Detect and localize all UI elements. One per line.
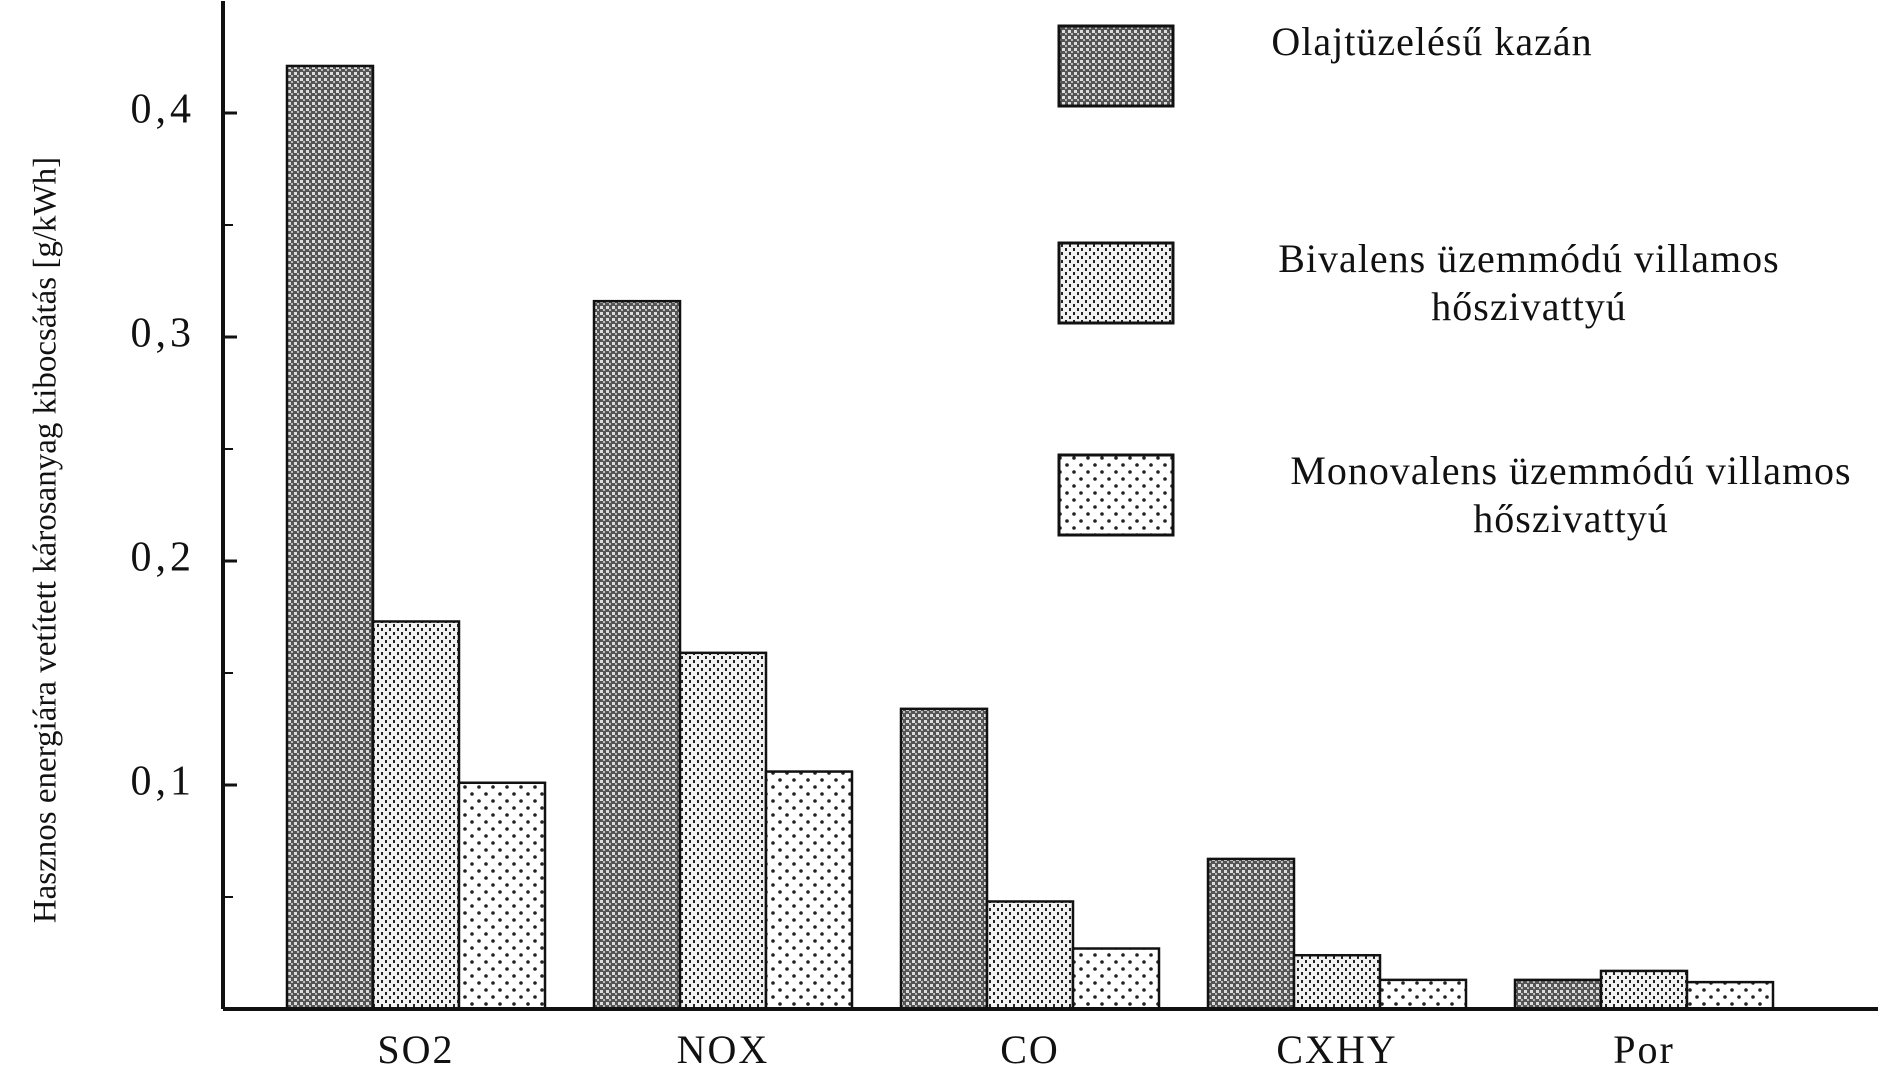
bar xyxy=(1206,857,1296,1011)
bar xyxy=(1599,969,1689,1011)
bar xyxy=(899,707,989,1011)
y-axis-label: Hasznos energiára vetített károsanyag ki… xyxy=(28,157,64,923)
x-tick-label: SO2 xyxy=(377,1027,454,1072)
x-tick-label: CO xyxy=(1000,1027,1060,1072)
bar xyxy=(1292,953,1382,1011)
bar xyxy=(985,900,1075,1011)
x-tick-label: Por xyxy=(1613,1027,1675,1072)
bar xyxy=(371,620,461,1011)
legend-label: Olajtüzelésű kazán xyxy=(1271,19,1593,64)
legend-swatch xyxy=(1057,241,1175,325)
bar xyxy=(457,781,547,1011)
bar xyxy=(1513,978,1603,1011)
bar xyxy=(1378,978,1468,1011)
legend-label: Bivalens üzemmódú villamos hőszivattyú xyxy=(1278,236,1780,329)
bar xyxy=(764,770,854,1011)
bar xyxy=(1071,947,1161,1011)
bar xyxy=(1685,980,1775,1011)
legend-label: Monovalens üzemmódú villamos hőszivattyú xyxy=(1290,448,1852,541)
y-tick-label: 0,4 xyxy=(131,87,196,133)
legend-swatch xyxy=(1057,24,1175,108)
y-tick-label: 0,3 xyxy=(131,311,196,357)
bar xyxy=(678,651,768,1011)
y-tick-label: 0,2 xyxy=(131,535,196,581)
x-tick-label: CXHY xyxy=(1276,1027,1397,1072)
x-tick-label: NOX xyxy=(677,1027,770,1072)
y-tick-label: 0,1 xyxy=(131,759,196,805)
bar xyxy=(592,299,682,1011)
legend-swatch xyxy=(1057,453,1175,537)
bar xyxy=(285,64,375,1011)
